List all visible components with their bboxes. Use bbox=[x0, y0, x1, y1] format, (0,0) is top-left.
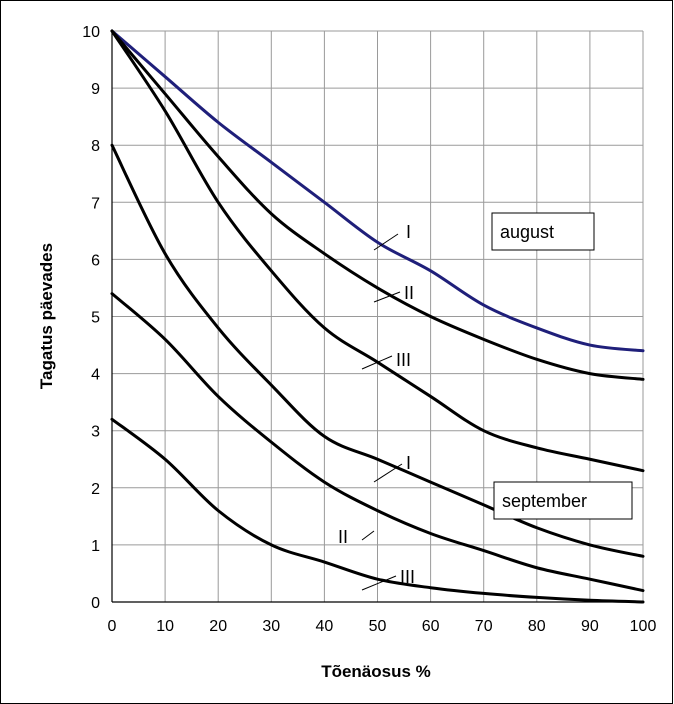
curve-label-september-III: III bbox=[361, 567, 415, 591]
y-tick-label: 10 bbox=[82, 24, 100, 41]
curve-label-text: II bbox=[404, 283, 414, 303]
curve-label-text: III bbox=[396, 350, 411, 370]
x-tick-label: 0 bbox=[108, 618, 117, 635]
x-tick-label: 50 bbox=[369, 618, 387, 635]
month-label-september-text: september bbox=[502, 491, 587, 511]
leader-line bbox=[373, 291, 401, 303]
series-line-august-I bbox=[110, 29, 645, 353]
leader-line bbox=[373, 233, 399, 251]
y-tick-label: 3 bbox=[91, 424, 100, 441]
leader-line bbox=[361, 530, 375, 541]
month-label-august-box bbox=[491, 212, 595, 251]
x-tick-label: 80 bbox=[528, 618, 546, 635]
curve-label-text: I bbox=[406, 222, 411, 242]
x-tick-label: 30 bbox=[262, 618, 280, 635]
curve-label-august-II: II bbox=[373, 283, 414, 303]
curve-label-august-III: III bbox=[361, 350, 411, 370]
leader-line bbox=[361, 355, 393, 370]
curve-label-september-I: I bbox=[373, 453, 411, 483]
x-tick-label: 60 bbox=[422, 618, 440, 635]
y-tick-label: 1 bbox=[91, 538, 100, 555]
month-label-august-text: august bbox=[500, 222, 554, 242]
month-label-september: september bbox=[493, 481, 633, 520]
leader-line bbox=[373, 463, 403, 483]
series-line-august-II bbox=[110, 29, 645, 381]
series-line-august-III bbox=[110, 29, 645, 473]
y-tick-label: 4 bbox=[91, 367, 100, 384]
x-tick-label: 20 bbox=[209, 618, 227, 635]
curve-label-text: II bbox=[338, 527, 348, 547]
series-line-september-III bbox=[110, 417, 645, 604]
y-axis-title: Tagatus päevades bbox=[37, 243, 56, 389]
x-tick-label: 40 bbox=[316, 618, 334, 635]
y-tick-label: 0 bbox=[91, 595, 100, 612]
y-tick-label: 6 bbox=[91, 252, 100, 269]
month-label-september-box bbox=[493, 481, 633, 520]
axis-layer: 0 10 20 30 40 50 60 70 80 90 100 0 1 2 3 4 5 6 7 8 9 10 bbox=[82, 24, 656, 635]
y-tick-label: 9 bbox=[91, 81, 100, 98]
series-line-september-II bbox=[110, 292, 645, 593]
curve-label-august-I: I bbox=[373, 222, 411, 251]
leader-line bbox=[361, 575, 397, 591]
series-line-september-I bbox=[110, 143, 645, 558]
y-tick-label: 8 bbox=[91, 138, 100, 155]
month-label-august: august bbox=[491, 212, 595, 251]
grid-layer bbox=[112, 30, 644, 602]
y-tick-label: 7 bbox=[91, 195, 100, 212]
y-tick-label: 2 bbox=[91, 481, 100, 498]
x-tick-label: 10 bbox=[156, 618, 174, 635]
y-tick-label: 5 bbox=[91, 310, 100, 327]
x-tick-label: 100 bbox=[630, 618, 657, 635]
curve-label-text: I bbox=[406, 453, 411, 473]
x-tick-label: 90 bbox=[581, 618, 599, 635]
x-axis-title: Tõenäosus % bbox=[321, 662, 431, 681]
x-tick-label: 70 bbox=[475, 618, 493, 635]
series-layer bbox=[110, 29, 645, 604]
curve-label-september-II: II bbox=[338, 527, 375, 547]
curve-label-text: III bbox=[400, 567, 415, 587]
